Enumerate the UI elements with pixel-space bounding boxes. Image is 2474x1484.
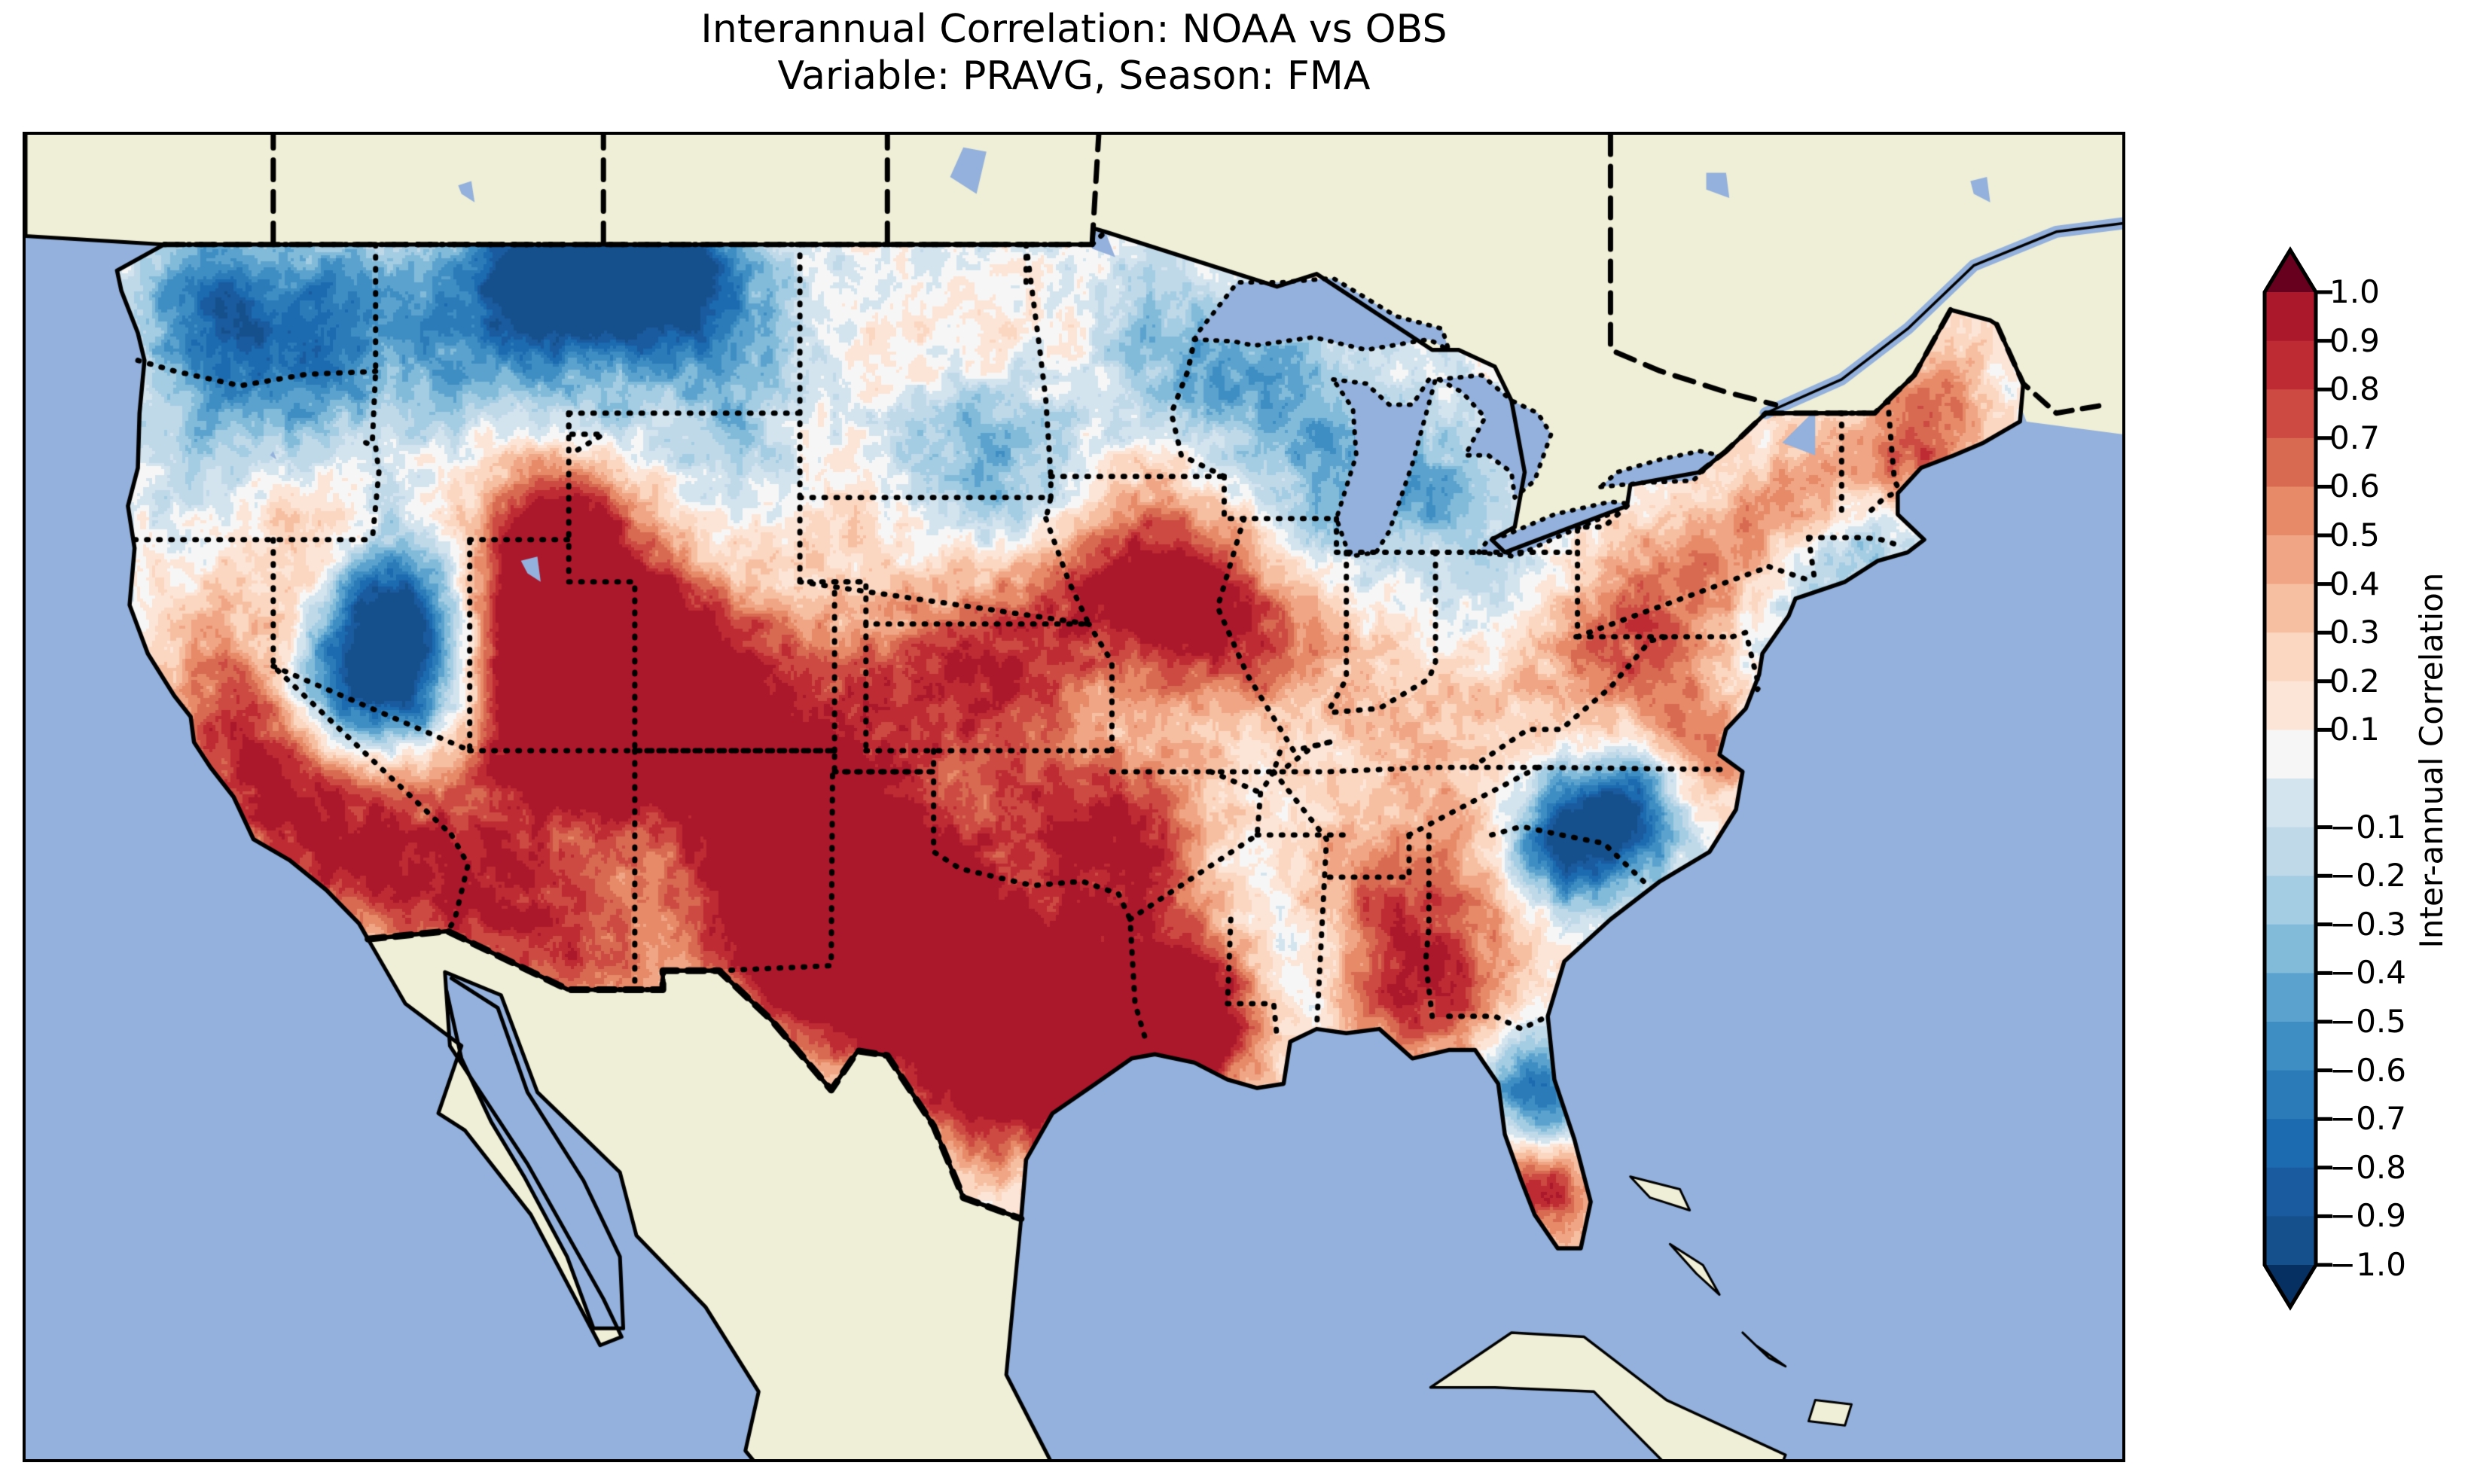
- colorbar-tick-label: −0.6: [2329, 1051, 2406, 1089]
- colorbar-tick-label: 0.5: [2329, 517, 2380, 553]
- colorbar-tick-label: 0.2: [2329, 662, 2380, 699]
- colorbar-tick-label: 0.1: [2329, 711, 2380, 748]
- title-line-2: Variable: PRAVG, Season: FMA: [777, 53, 1371, 99]
- colorbar-tick-label: −0.5: [2329, 1003, 2406, 1040]
- colorbar-tick-label: 1.0: [2329, 273, 2380, 310]
- colorbar-tick-label: −0.2: [2329, 857, 2406, 894]
- page-title: Interannual Correlation: NOAA vs OBS Var…: [0, 6, 2148, 100]
- colorbar-swatches: [2262, 246, 2332, 1311]
- colorbar-tick-label: 0.7: [2329, 419, 2380, 456]
- colorbar-tick-label: −0.3: [2329, 905, 2406, 943]
- title-line-1: Interannual Correlation: NOAA vs OBS: [700, 7, 1447, 52]
- colorbar-tick-label: −0.1: [2329, 808, 2406, 846]
- colorbar-tick-label: 0.3: [2329, 614, 2380, 651]
- colorbar-tick-label: −0.8: [2329, 1148, 2406, 1186]
- colorbar-tick-label: −0.9: [2329, 1197, 2406, 1235]
- colorbar-tick-label: −0.4: [2329, 954, 2406, 992]
- colorbar-axis-label: Inter-annual Correlation: [2413, 572, 2450, 949]
- colorbar-tick-label: 0.6: [2329, 468, 2380, 505]
- colorbar-tick-label: 0.4: [2329, 565, 2380, 602]
- map-axes: [23, 132, 2125, 1462]
- colorbar-tick-label: 0.9: [2329, 321, 2380, 359]
- colorbar-tick-label: −0.7: [2329, 1100, 2406, 1138]
- colorbar-tick-label: −1.0: [2329, 1246, 2406, 1283]
- colorbar-tick-label: 0.8: [2329, 370, 2380, 408]
- colorbar: 1.0 0.9 0.8 0.7 0.6 0.5 0.4 0.3 0.2 0.1 −0.1 −0.2 −0…: [2241, 226, 2466, 1311]
- correlation-heatmap: [26, 135, 2122, 1459]
